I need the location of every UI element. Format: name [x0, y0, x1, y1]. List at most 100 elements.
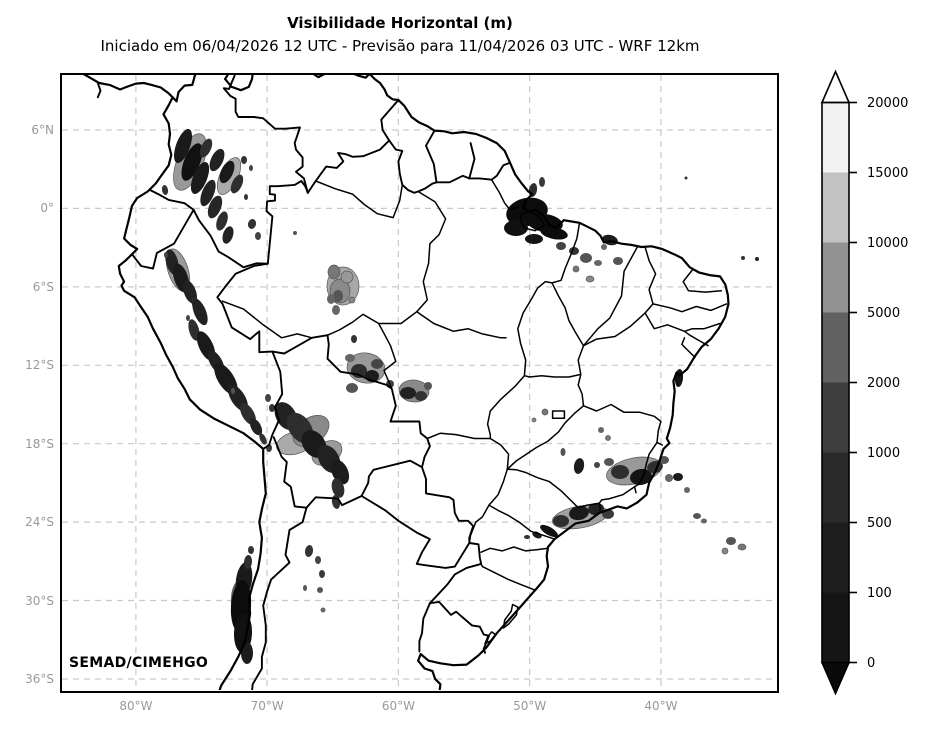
visibility-contour-blob — [613, 257, 623, 265]
colorbar-tick-label: 500 — [867, 516, 892, 531]
border-states — [489, 437, 510, 470]
border-countries — [360, 459, 423, 497]
border-coast — [82, 75, 174, 99]
border-states — [683, 330, 709, 347]
visibility-contour-blob — [531, 417, 537, 423]
visibility-contour-blob — [333, 290, 343, 302]
visibility-contour-blob — [560, 448, 566, 456]
border-countries — [306, 139, 391, 194]
visibility-contour-blob — [540, 226, 568, 240]
visibility-contour-blob — [348, 296, 356, 304]
border-states — [326, 310, 418, 336]
colorbar-segment — [822, 522, 849, 593]
visibility-contour-blob — [164, 252, 168, 258]
border-countries — [272, 436, 308, 509]
border-closed-outlines — [551, 410, 566, 419]
border-states — [490, 178, 520, 211]
visibility-contour-blob — [424, 382, 432, 390]
colorbar-tick-label: 15000 — [867, 166, 908, 181]
credit-label: SEMAD/CIMEHGO — [69, 655, 209, 671]
lat-tick-label: 36°S — [25, 671, 54, 686]
visibility-contour-blob — [580, 253, 592, 263]
colorbar-segment — [822, 242, 849, 313]
visibility-contour-blob — [630, 468, 652, 486]
lat-tick-label: 30°S — [25, 593, 54, 608]
visibility-contour-blob — [186, 315, 190, 321]
border-states — [644, 246, 657, 305]
visibility-contour-blob — [400, 387, 416, 399]
visibility-contour-blob — [573, 458, 585, 474]
colorbar-tick-label: 1000 — [867, 446, 900, 461]
visibility-contour-blob — [585, 275, 595, 283]
lat-tick-label: 12°S — [25, 358, 54, 373]
visibility-contour-blob — [528, 183, 538, 197]
border-states — [523, 373, 582, 378]
colorbar-segment — [822, 452, 849, 523]
colorbar-tick-label: 2000 — [867, 376, 900, 391]
border-states — [480, 546, 549, 553]
border-countries — [425, 129, 438, 184]
colorbar-segment — [822, 312, 849, 383]
visibility-contour-blob — [216, 211, 228, 231]
visibility-contour-blob — [737, 543, 747, 551]
border-states — [598, 486, 636, 504]
visibility-contour-blob — [553, 515, 569, 527]
lat-tick-label: 0° — [40, 201, 54, 216]
visibility-contour-blob — [726, 537, 736, 545]
visibility-contour-blob — [247, 219, 257, 229]
visibility-contour-blob — [317, 587, 323, 593]
visibility-contour-blob — [243, 555, 253, 569]
border-states — [633, 486, 637, 494]
visibility-contour-blob — [304, 545, 314, 557]
lat-tick-label: 6°N — [31, 123, 54, 138]
visibility-contour-blob — [231, 388, 235, 394]
border-countries — [428, 542, 483, 605]
border-states — [683, 322, 721, 333]
border-states — [314, 180, 404, 219]
colorbar-tick-label: 100 — [867, 586, 892, 601]
visibility-contour-blob — [556, 242, 566, 250]
border-states — [682, 269, 723, 293]
border-countries — [271, 334, 431, 469]
lon-tick-label: 60°W — [381, 699, 415, 713]
page-subtitle: Iniciado em 06/04/2026 12 UTC - Previsão… — [100, 37, 700, 55]
border-states — [480, 563, 536, 591]
lon-tick-label: 80°W — [119, 699, 153, 713]
border-states — [486, 374, 526, 440]
border-countries — [216, 262, 274, 354]
visibility-contour-blob — [541, 408, 549, 416]
border-countries — [149, 189, 269, 269]
visibility-contour-blob — [693, 513, 701, 519]
visibility-contour-blob — [684, 487, 690, 493]
visibility-contour-blob — [265, 394, 271, 402]
border-states — [652, 303, 728, 313]
visibility-contour-blob — [219, 160, 235, 184]
lon-tick-label: 70°W — [250, 699, 284, 713]
visibility-contour-blob — [327, 294, 335, 304]
lon-tick-label: 40°W — [644, 699, 678, 713]
visibility-contour-blob — [415, 391, 427, 401]
visibility-contour-blob — [525, 234, 543, 244]
visibility-contour-blob — [569, 505, 589, 521]
visibility-contour-blob — [249, 165, 253, 171]
visibility-contour-blob — [755, 257, 759, 261]
page-title: Visibilidade Horizontal (m) — [287, 14, 513, 32]
visibility-contour-blob — [330, 459, 350, 485]
border-states — [377, 322, 397, 390]
border-closed-outlines — [519, 210, 545, 232]
lon-tick-label: 50°W — [513, 699, 547, 713]
visibility-contour-blob — [346, 383, 358, 393]
visibility-contour-blob — [244, 194, 248, 200]
visibility-contour-blob — [173, 128, 193, 164]
visibility-contour-blob — [604, 458, 614, 466]
border-countries — [262, 350, 284, 450]
colorbar-segment — [822, 592, 849, 663]
visibility-contour-blob — [241, 156, 247, 164]
visibility-contour-blob — [684, 176, 688, 180]
border-states — [577, 373, 585, 407]
colorbar-segment — [822, 382, 849, 453]
visibility-contour-blob — [701, 518, 707, 524]
colorbar-tick-label: 5000 — [867, 306, 900, 321]
